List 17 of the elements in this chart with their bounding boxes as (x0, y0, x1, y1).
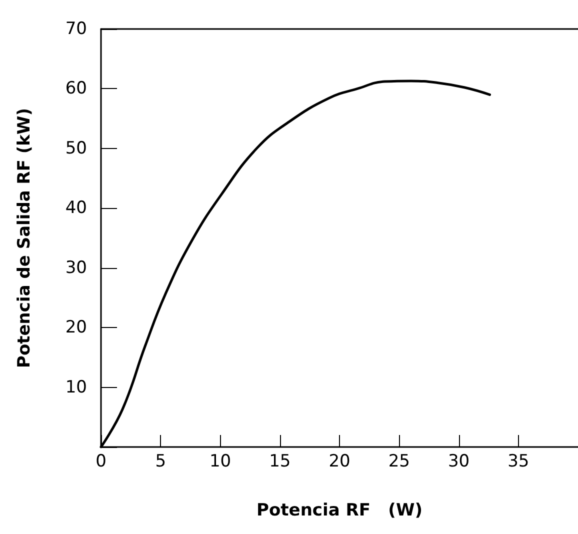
y-tick-label: 10 (65, 377, 87, 398)
y-tick-label: 70 (65, 19, 87, 39)
y-axis-title: Potencia de Salida RF (kW) (14, 108, 34, 368)
x-tick-label: 0 (96, 452, 106, 472)
y-tick-label: 50 (65, 138, 87, 158)
x-tick-label: 15 (269, 452, 291, 472)
x-tick-label: 35 (508, 452, 530, 472)
y-tick-label: 20 (65, 318, 87, 338)
x-axis-title: Potencia RF (W) (256, 500, 422, 520)
x-tick-label: 10 (209, 452, 232, 472)
x-tick-label: 5 (155, 452, 166, 472)
y-tick-label: 40 (65, 198, 87, 218)
y-tick-label: 60 (65, 78, 87, 99)
y-tick-label: 30 (65, 258, 87, 278)
x-tick-label: 25 (388, 452, 410, 472)
x-tick-label: 30 (448, 452, 470, 472)
x-tick-label: 20 (328, 452, 350, 472)
